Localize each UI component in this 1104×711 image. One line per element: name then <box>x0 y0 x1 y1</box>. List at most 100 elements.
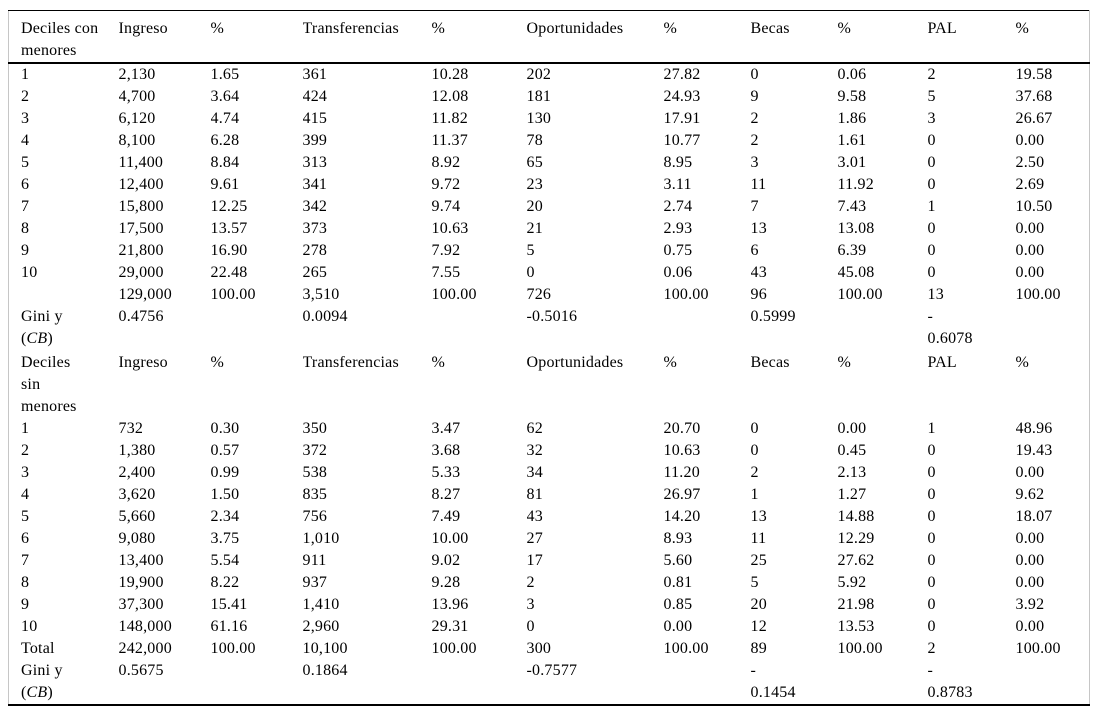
table-cell: 6,120 <box>118 110 156 127</box>
table-cell: 1.27 <box>837 486 867 503</box>
column-header: % <box>663 354 678 371</box>
table-cell: 7.55 <box>431 264 461 281</box>
table-row: 10 148,000 61.16 2,960 29.31 0 0.00 12 13.53 0 0.0… <box>9 616 1090 638</box>
table-cell: 5 <box>750 574 759 591</box>
table-cell: 20 <box>750 596 767 613</box>
section-header-row: Deciles con menores Ingreso% Transferencia… <box>8 10 1090 64</box>
table-cell: 0.00 <box>1015 618 1045 635</box>
table-cell: 0.45 <box>837 442 867 459</box>
table-cell: 1.86 <box>837 110 867 127</box>
table-cell: 32 <box>526 442 543 459</box>
table-cell: 202 <box>526 66 552 83</box>
table-cell: 8.92 <box>431 154 461 171</box>
table-cell: 8,100 <box>118 132 156 149</box>
table-row: 2 1,380 0.57 372 3.68 32 10.63 0 0.45 0 19.43 <box>9 440 1090 462</box>
gini-label-text: ) <box>47 330 53 347</box>
table-cell: 2 <box>927 640 936 657</box>
table-cell: 242,000 <box>118 640 172 657</box>
table-cell: 399 <box>302 132 328 149</box>
table-cell: 3.01 <box>837 154 867 171</box>
table-row: 1 732 0.30 350 3.47 62 20.70 0 0.00 1 48.96 <box>9 418 1090 440</box>
table-cell: 278 <box>302 242 328 259</box>
row-label: Gini y (CB) <box>9 306 119 350</box>
table-cell: 12,400 <box>118 176 164 193</box>
table-row: 7 13,400 5.54 911 9.02 17 5.60 25 27.62 0 0.00 <box>9 550 1090 572</box>
table-cell: 1 <box>927 198 936 215</box>
table-cell: 26.97 <box>663 486 701 503</box>
table-cell: 0 <box>927 486 936 503</box>
table-cell: 89 <box>750 640 767 657</box>
table-row: Total 242,000 100.00 10,100 100.00 300 100.00 8… <box>9 638 1090 660</box>
table-cell: 732 <box>118 420 144 437</box>
table-cell: 37.68 <box>1015 88 1053 105</box>
table-cell: 19.43 <box>1015 442 1053 459</box>
table-cell: - 0.8783 <box>927 662 973 701</box>
table-cell: 61.16 <box>210 618 248 635</box>
table-cell: 10.00 <box>431 530 469 547</box>
table-cell: 0 <box>927 176 936 193</box>
table-cell: 0.00 <box>1015 552 1045 569</box>
table-cell: 34 <box>526 464 543 481</box>
table-cell: 12.25 <box>210 198 248 215</box>
table-cell: 1,380 <box>118 442 156 459</box>
table-cell: 11.20 <box>663 464 700 481</box>
table-cell: 0.4756 <box>118 308 164 325</box>
table-cell: 11,400 <box>118 154 164 171</box>
row-label: 10 <box>21 618 38 635</box>
table-cell: 0.5999 <box>750 308 796 325</box>
table-cell: 10.28 <box>431 66 469 83</box>
table-cell: 0.0094 <box>302 308 348 325</box>
table-cell <box>664 306 751 350</box>
table-cell: 7.92 <box>431 242 461 259</box>
row-label: 3 <box>21 110 30 127</box>
table-cell: 18.07 <box>1015 508 1053 525</box>
table-cell: 13.53 <box>837 618 875 635</box>
table-cell: 3 <box>526 596 535 613</box>
table-cell: 415 <box>302 110 328 127</box>
table-cell <box>664 660 751 705</box>
table-cell: 16.90 <box>210 242 248 259</box>
column-header: % <box>210 354 225 371</box>
row-label: Total <box>21 640 55 657</box>
table-cell: 0.1864 <box>302 662 348 679</box>
table-cell: 27.82 <box>663 66 701 83</box>
table-cell: 11.82 <box>431 110 468 127</box>
table-cell: 3.47 <box>431 420 461 437</box>
table-cell: 0 <box>927 618 936 635</box>
column-header: % <box>431 354 446 371</box>
table-cell: 148,000 <box>118 618 172 635</box>
row-label: 4 <box>21 486 30 503</box>
table-cell: 726 <box>526 286 552 303</box>
table-cell: 0 <box>927 154 936 171</box>
table-cell: 22.48 <box>210 264 248 281</box>
table-cell: 4,700 <box>118 88 156 105</box>
table-cell: 0 <box>927 530 936 547</box>
table-cell: 12 <box>750 618 767 635</box>
table-cell: 9.72 <box>431 176 461 193</box>
table-cell: 10.77 <box>663 132 701 149</box>
row-label: Gini y (CB) <box>9 660 119 705</box>
table-cell: 3.75 <box>210 530 240 547</box>
table-cell: 3.68 <box>431 442 461 459</box>
gini-label-text: ) <box>47 684 53 701</box>
table-cell: 0 <box>526 264 535 281</box>
column-header: Becas <box>750 354 790 371</box>
table-cell: 45.08 <box>837 264 875 281</box>
table-cell: 0 <box>927 132 936 149</box>
table-cell: 26.67 <box>1015 110 1053 127</box>
table-row: 10 29,000 22.48 265 7.55 0 0.06 43 45.08 0 0.00 <box>9 262 1090 284</box>
table-cell: 0.00 <box>1015 464 1045 481</box>
table-cell: 0.85 <box>663 596 693 613</box>
table-cell: 0.57 <box>210 442 240 459</box>
table-cell: 21.98 <box>837 596 875 613</box>
gini-label-text: Gini y ( <box>21 662 63 701</box>
deciles-table: Deciles con menores Ingreso% Transferencia… <box>8 10 1090 706</box>
table-cell: 3,510 <box>302 286 340 303</box>
table-row: 5 5,660 2.34 756 7.49 43 14.20 13 14.88 0 18.07 <box>9 506 1090 528</box>
table-cell: 17.91 <box>663 110 701 127</box>
table-cell: 1,010 <box>302 530 340 547</box>
column-header: % <box>431 10 527 64</box>
table-cell: 10.63 <box>431 220 469 237</box>
table-cell: 0.75 <box>663 242 693 259</box>
column-header: % <box>837 354 852 371</box>
